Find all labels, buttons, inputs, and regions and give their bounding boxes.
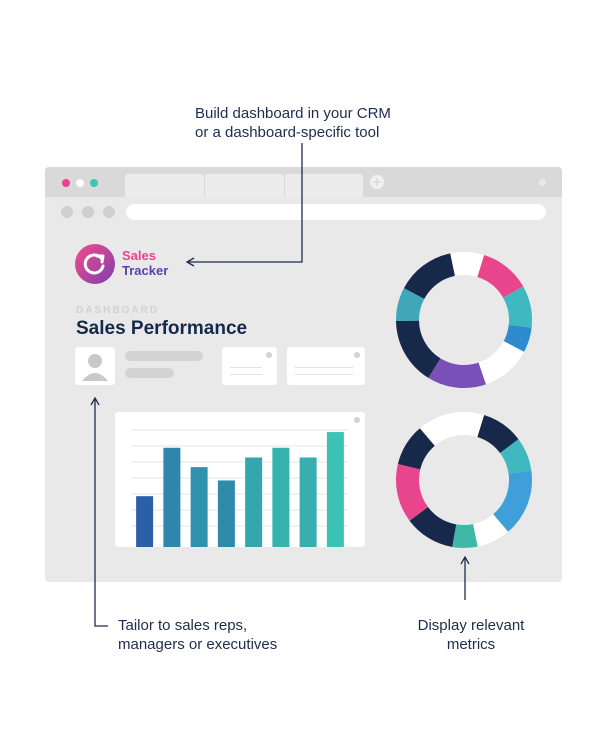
browser-tab[interactable] — [125, 174, 204, 197]
window-menu-dot[interactable] — [539, 179, 546, 186]
donut-slice — [409, 506, 457, 547]
donut-slice — [477, 255, 524, 298]
callout-line: Display relevant — [417, 617, 525, 634]
arrow-head-icon — [460, 555, 470, 565]
donut-chart-bottom — [396, 412, 532, 548]
placeholder-line — [125, 368, 174, 378]
tab-bar: + — [45, 167, 562, 197]
bar-8 — [326, 432, 344, 547]
donut-slice — [428, 358, 486, 388]
donut-slice — [403, 253, 455, 299]
card-line — [230, 367, 262, 368]
window-maximize-dot[interactable] — [90, 179, 98, 187]
browser-tab[interactable] — [285, 174, 363, 197]
card-line — [295, 374, 353, 375]
bar-2 — [163, 447, 181, 547]
bar-7 — [299, 457, 317, 547]
placeholder-line — [125, 351, 203, 361]
donut-slice — [396, 320, 441, 378]
browser-window: + Sales Tracker DASHBOARD Sales Performa… — [45, 167, 562, 582]
avatar[interactable] — [75, 347, 115, 385]
connector-line — [188, 143, 303, 263]
browser-tab[interactable] — [205, 174, 284, 197]
card-dot — [266, 352, 272, 358]
app-logo-text: Sales Tracker — [122, 248, 168, 278]
donut-chart-top — [396, 252, 532, 388]
donut-slice — [452, 524, 478, 548]
callout-line: or a dashboard-specific tool — [195, 124, 380, 141]
back-icon[interactable] — [61, 206, 73, 218]
refresh-arrow-icon — [75, 244, 115, 284]
forward-icon[interactable] — [82, 206, 94, 218]
callout-metrics: Display relevant metrics — [406, 616, 536, 654]
callout-line: managers or executives — [118, 636, 278, 653]
donut-slice — [503, 325, 532, 352]
window-close-dot[interactable] — [62, 179, 70, 187]
arrow-head-icon — [185, 257, 195, 267]
section-label: DASHBOARD — [76, 305, 159, 316]
reload-icon[interactable] — [103, 206, 115, 218]
callout-line: Tailor to sales reps, — [118, 617, 248, 634]
donut-slice — [419, 412, 485, 446]
bar-1 — [136, 496, 154, 547]
connector-line — [94, 398, 108, 627]
donut-slice — [450, 252, 485, 278]
bar-4 — [217, 480, 235, 547]
logo-line-2: Tracker — [122, 263, 169, 278]
address-bar[interactable] — [126, 204, 546, 220]
metric-card[interactable] — [287, 347, 365, 385]
callout-build-dashboard: Build dashboard in your CRM or a dashboa… — [195, 104, 435, 142]
donut-slice — [493, 470, 532, 532]
donut-slice — [478, 341, 525, 385]
bar-chart — [131, 429, 349, 547]
metric-card[interactable] — [222, 347, 277, 385]
donut-slice — [477, 415, 519, 454]
donut-slice — [397, 428, 435, 470]
bar-chart-panel — [115, 412, 365, 547]
panel-dot — [354, 417, 360, 423]
window-minimize-dot[interactable] — [76, 179, 84, 187]
card-line — [230, 374, 262, 375]
bar-6 — [272, 447, 290, 547]
donut-slice — [503, 286, 532, 328]
page-title: Sales Performance — [76, 318, 248, 339]
donut-slice — [500, 439, 532, 474]
donut-slice — [396, 464, 428, 521]
callout-line: metrics — [446, 636, 496, 653]
new-tab-icon[interactable]: + — [370, 175, 384, 189]
card-dot — [354, 352, 360, 358]
card-line — [295, 367, 353, 368]
donut-slice — [396, 288, 425, 321]
logo-line-1: Sales — [122, 248, 156, 263]
callout-tailor: Tailor to sales reps, managers or execut… — [118, 616, 328, 654]
donut-slice — [473, 514, 509, 547]
callout-line: Build dashboard in your CRM — [195, 105, 391, 122]
bar-5 — [245, 457, 263, 547]
arrow-head-icon — [90, 396, 100, 406]
user-icon — [82, 354, 108, 381]
bar-3 — [190, 467, 208, 547]
